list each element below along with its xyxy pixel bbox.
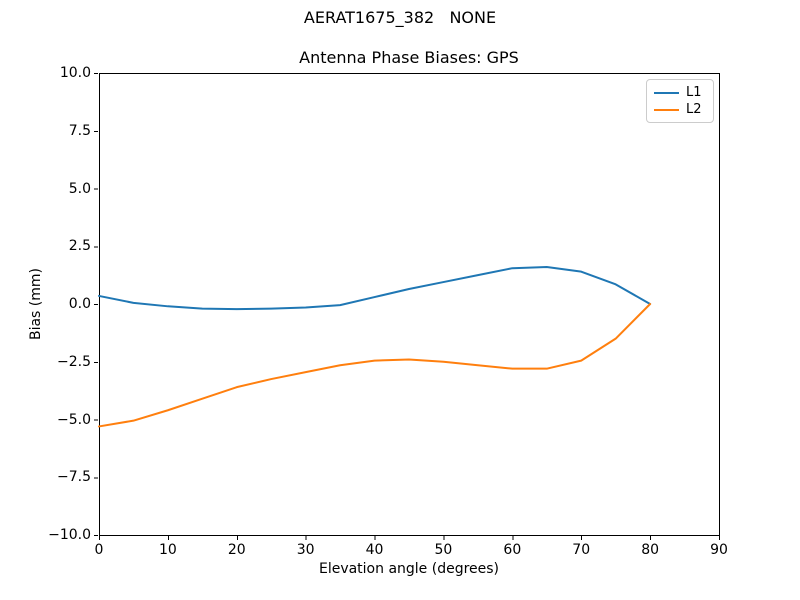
y-tick-label: 2.5 (68, 238, 91, 255)
legend-label-l1: L1 (686, 85, 702, 100)
legend-line-l2 (654, 108, 679, 111)
x-tick-label: 40 (365, 542, 384, 558)
figure-title: AERAT1675_382 NONE (303, 8, 497, 27)
y-tick-label: 7.5 (68, 122, 91, 139)
legend-item-l2: L2 (654, 103, 706, 116)
y-tick-label: 5.0 (68, 180, 91, 197)
y-tick-label: −10.0 (48, 527, 91, 543)
x-tick-label: 60 (503, 542, 522, 558)
y-tick-label: −2.5 (57, 353, 91, 370)
x-tick-label: 70 (572, 542, 591, 558)
y-tick-label: 10.0 (59, 65, 91, 81)
legend-label-l2: L2 (686, 102, 702, 117)
series-line-l1 (98, 266, 652, 311)
y-tick-label: 0.0 (68, 296, 91, 312)
x-tick-label: 50 (434, 542, 453, 558)
x-tick-label: 20 (227, 542, 246, 558)
x-tick-label: 80 (641, 542, 660, 558)
x-tick-label: 90 (710, 542, 728, 558)
x-tick-label: 10 (158, 542, 177, 558)
x-tick-label: 0 (94, 542, 104, 558)
chart-title: Antenna Phase Biases: GPS (299, 48, 519, 67)
y-tick-label: −5.0 (57, 411, 91, 428)
x-tick-label: 30 (296, 542, 315, 558)
legend-item-l1: L1 (654, 86, 706, 99)
legend-line-l1 (654, 91, 679, 94)
axes-frame (99, 73, 720, 536)
legend: L1 L2 (646, 79, 714, 123)
x-axis-label: Elevation angle (degrees) (318, 561, 500, 577)
y-tick-label: −7.5 (57, 469, 91, 486)
series-line-l2 (98, 303, 652, 428)
